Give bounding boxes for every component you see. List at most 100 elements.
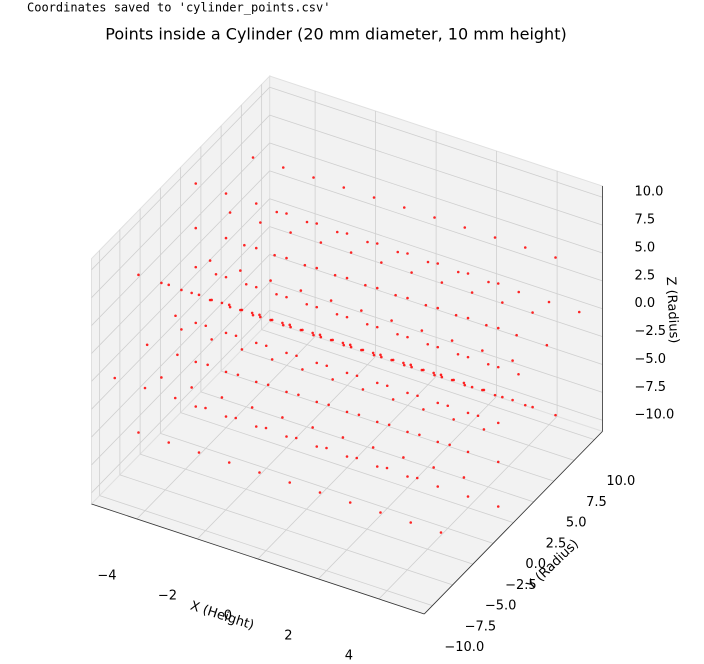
y-tick-label: 7.5 — [586, 495, 607, 510]
point — [426, 342, 430, 346]
point — [409, 363, 413, 367]
point — [345, 371, 349, 375]
point — [275, 292, 278, 296]
point — [355, 456, 359, 460]
point — [375, 325, 379, 329]
point — [210, 338, 213, 341]
z-tick-label: 2.5 — [634, 268, 655, 283]
grid-line — [91, 282, 271, 466]
point — [361, 388, 365, 391]
point — [462, 381, 466, 385]
point — [482, 428, 486, 431]
point — [493, 393, 497, 397]
point — [371, 351, 375, 355]
point — [244, 282, 248, 286]
point — [251, 313, 255, 317]
point — [385, 466, 389, 470]
grid-line — [180, 412, 514, 524]
point — [259, 221, 262, 224]
point — [220, 301, 224, 305]
point — [361, 348, 365, 352]
point — [329, 299, 333, 302]
point — [167, 441, 171, 444]
point — [517, 372, 520, 376]
point — [496, 421, 500, 425]
point — [390, 319, 393, 322]
point — [224, 192, 228, 195]
point — [243, 243, 246, 247]
point — [349, 345, 353, 349]
point — [372, 353, 376, 357]
point — [318, 333, 322, 337]
point — [436, 345, 440, 349]
point — [517, 290, 521, 294]
z-tick-label: −5.0 — [634, 352, 666, 367]
point — [285, 256, 288, 260]
point — [197, 293, 201, 297]
point — [391, 358, 395, 362]
point — [456, 352, 460, 356]
point — [466, 495, 470, 498]
point — [204, 324, 208, 328]
point — [511, 359, 514, 362]
point — [281, 166, 285, 169]
point — [331, 338, 334, 342]
grid-line — [91, 142, 271, 326]
grid-line — [269, 142, 603, 254]
point — [379, 511, 382, 514]
point — [406, 296, 409, 300]
grid-line — [269, 86, 603, 198]
point — [394, 293, 397, 297]
point — [482, 388, 486, 392]
point — [366, 240, 369, 244]
point — [305, 220, 309, 224]
point — [270, 358, 274, 361]
grid-line — [99, 495, 433, 607]
point — [402, 456, 405, 459]
point — [345, 410, 349, 414]
point — [318, 491, 322, 494]
point — [375, 286, 379, 290]
point — [462, 476, 466, 479]
point — [335, 312, 339, 316]
point — [281, 416, 284, 419]
point — [402, 361, 405, 365]
point — [143, 386, 147, 390]
point — [259, 315, 262, 319]
x-tick-label: 2 — [284, 628, 292, 643]
point — [239, 269, 242, 272]
point — [554, 256, 557, 259]
point — [208, 259, 212, 262]
z-axis-label: Z (Radius) — [663, 276, 681, 343]
grid-line — [91, 226, 271, 410]
axis-line — [423, 431, 603, 615]
point — [258, 313, 261, 317]
chart-title: Points inside a Cylinder (20 mm diameter… — [105, 25, 566, 44]
point — [345, 276, 349, 280]
point — [194, 182, 198, 185]
point — [137, 273, 140, 277]
point — [436, 440, 440, 444]
point — [432, 466, 435, 469]
point — [197, 451, 201, 454]
point — [493, 236, 497, 239]
point — [418, 433, 421, 437]
point — [227, 303, 231, 307]
point — [194, 405, 198, 408]
grid-line — [91, 86, 271, 271]
point — [396, 332, 399, 336]
point — [227, 461, 231, 464]
point — [436, 401, 440, 405]
point — [325, 364, 329, 368]
y-tick-label: 10.0 — [606, 474, 635, 489]
point — [436, 262, 440, 265]
point — [254, 202, 258, 205]
point — [554, 413, 557, 417]
y-tick-label: −2.5 — [505, 578, 537, 593]
point — [303, 263, 307, 267]
point — [288, 481, 292, 484]
point — [315, 222, 319, 225]
point — [264, 344, 268, 348]
point — [254, 341, 258, 345]
grid-line — [91, 254, 271, 438]
